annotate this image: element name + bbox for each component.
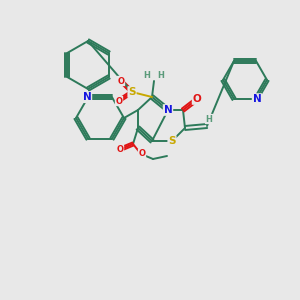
Text: N: N <box>82 92 91 102</box>
Text: N: N <box>164 105 172 115</box>
Text: H: H <box>206 115 212 124</box>
Text: O: O <box>118 76 124 85</box>
Text: O: O <box>116 97 122 106</box>
Text: O: O <box>116 146 124 154</box>
Text: N: N <box>253 94 261 104</box>
Text: S: S <box>168 136 176 146</box>
Text: H: H <box>158 71 164 80</box>
Text: H: H <box>144 71 150 80</box>
Text: O: O <box>193 94 201 104</box>
Text: S: S <box>128 87 136 97</box>
Text: O: O <box>139 149 145 158</box>
